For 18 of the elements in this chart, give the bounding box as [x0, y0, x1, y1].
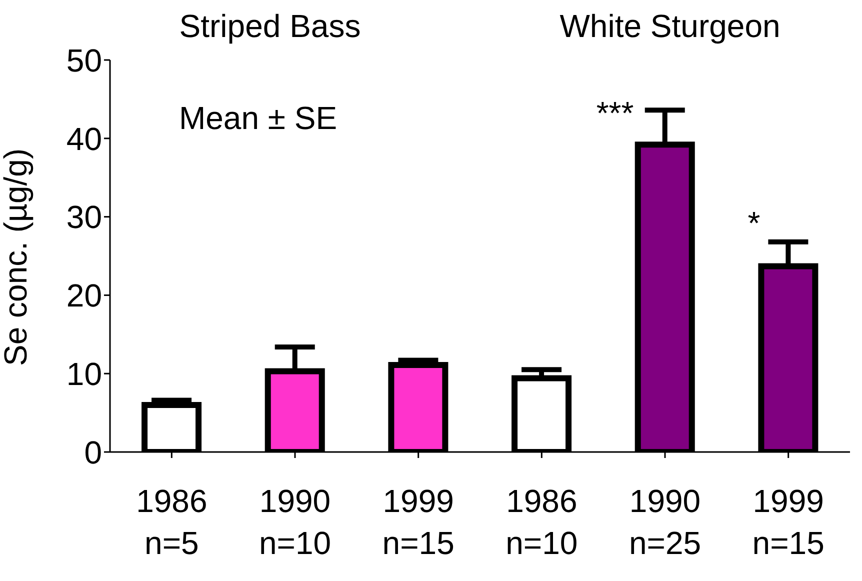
x-tick-label: 1990 n=25	[628, 483, 702, 561]
annotation: *	[748, 205, 760, 242]
annotation: ***	[596, 95, 634, 132]
annotation: Mean ± SE	[178, 100, 338, 137]
x-tick-label: 1986 n=10	[506, 483, 578, 561]
y-tick-label: 20	[66, 278, 102, 314]
y-axis-title: Se conc. (µg/g)	[0, 148, 34, 366]
y-tick-label: 0	[84, 434, 102, 470]
y-tick-label: 10	[66, 356, 102, 392]
text: Striped Bass	[179, 8, 361, 45]
y-tick-label: 50	[66, 42, 102, 78]
x-tick-label: 1986 n=5	[136, 483, 208, 561]
x-tick-label: 1999 n=15	[752, 483, 824, 561]
y-tick-label: 30	[66, 199, 102, 236]
x-tick-label: 1999 n=15	[382, 483, 454, 561]
y-tick-label: 40	[66, 120, 102, 157]
text: White Sturgeon	[560, 8, 780, 45]
x-tick-label: 1990 n=10	[258, 483, 332, 561]
